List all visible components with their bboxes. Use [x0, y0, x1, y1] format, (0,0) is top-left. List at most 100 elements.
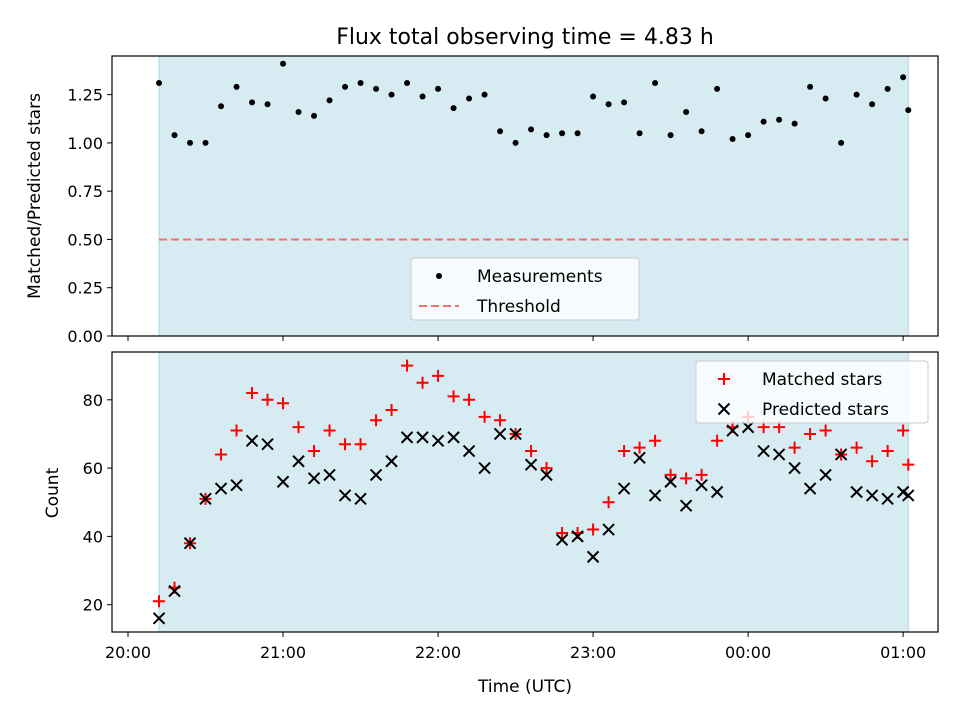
predicted-star-point [803, 482, 817, 495]
predicted-star-point [788, 461, 801, 475]
measurement-point [419, 93, 426, 100]
y-tick-label: 0.00 [67, 327, 103, 346]
matched-star-point [478, 410, 491, 423]
measurement-point [233, 83, 240, 90]
measurement-point [388, 91, 395, 98]
x-tick-label: 00:00 [725, 643, 771, 662]
y-tick-label: 1.25 [67, 86, 103, 105]
matched-star-point [292, 421, 305, 434]
y-tick-label: 0.75 [67, 182, 103, 201]
matched-star-point [540, 462, 553, 475]
x-tick-label: 20:00 [105, 643, 151, 662]
matched-star-point [556, 526, 569, 539]
measurement-point [605, 101, 612, 108]
x-tick-label: 21:00 [260, 643, 306, 662]
predicted-star-point [354, 492, 367, 506]
legend-marker-measurement [436, 273, 442, 279]
predicted-star-point [509, 427, 522, 441]
measurement-point [373, 85, 380, 92]
legend-box [695, 360, 929, 424]
predicted-star-point [462, 444, 476, 458]
measurement-point [714, 85, 721, 92]
matched-star-point [215, 448, 228, 461]
measurement-point [636, 130, 643, 137]
measurement-point [295, 109, 302, 115]
legend-box [410, 257, 640, 321]
predicted-star-point [369, 468, 383, 482]
measurement-point [466, 95, 473, 102]
legend: Matched stars Predicted stars [695, 360, 929, 424]
matched-star-point [804, 427, 817, 440]
x-tick-label: 22:00 [415, 643, 461, 662]
matched-star-point [339, 438, 352, 451]
predicted-star-point [447, 431, 460, 444]
predicted-star-point [199, 492, 212, 506]
measurement-point [838, 139, 845, 146]
legend-label: Matched stars [762, 370, 882, 390]
legend-label: Threshold [476, 297, 561, 317]
predicted-star-point [493, 427, 507, 441]
measurement-point [776, 116, 783, 123]
matched-star-point [494, 414, 507, 427]
predicted-star-point [902, 489, 915, 502]
predicted-star-point [819, 468, 832, 482]
matched-star-point [881, 445, 894, 458]
measurement-point [791, 120, 798, 127]
predicted-star-point [710, 485, 724, 499]
predicted-star-point [571, 530, 584, 543]
measurement-point [435, 85, 442, 92]
y-tick-label: 1.00 [67, 134, 103, 153]
matched-star-point [695, 468, 708, 481]
x-tick-label: 23:00 [570, 643, 616, 662]
measurement-point [574, 130, 581, 137]
measurement-point [745, 132, 752, 139]
measurement-point [497, 128, 504, 135]
matched-star-point [711, 434, 724, 447]
axes-frame [111, 351, 939, 633]
predicted-star-point [152, 612, 166, 625]
matched-star-point [246, 386, 259, 399]
matched-star-point [401, 359, 414, 372]
predicted-star-point [416, 431, 429, 444]
predicted-star-point [540, 468, 553, 482]
measurement-point [621, 99, 628, 106]
matched-star-point [230, 424, 243, 437]
predicted-star-point [602, 523, 615, 536]
matched-star-point [463, 393, 476, 406]
measurement-point [729, 136, 736, 143]
predicted-star-point [183, 537, 197, 550]
legend-label: Measurements [477, 267, 603, 287]
matched-star-point [153, 595, 166, 608]
predicted-star-point [524, 458, 538, 471]
matched-star-point [261, 393, 274, 406]
measurement-point [698, 128, 705, 135]
measurement-point [249, 99, 256, 106]
predicted-star-point [245, 434, 259, 447]
matched-star-point [587, 523, 600, 536]
measurement-point [590, 93, 597, 100]
measurement-point [905, 107, 912, 114]
predicted-star-point [648, 489, 662, 502]
matched-star-point [819, 424, 832, 437]
measurement-point [156, 80, 163, 87]
measurement-point [481, 91, 488, 98]
measurement-point [450, 105, 457, 112]
measurement-point [187, 139, 194, 146]
chart-title: Flux total observing time = 4.83 h [336, 25, 714, 50]
bottom-panel: 20 40 60 80 20:00 21:00 22:00 23:00 00:00 01:00 Ma… [83, 351, 939, 662]
matched-star-point [850, 441, 863, 454]
predicted-star-point [865, 489, 879, 502]
measurement-point [667, 132, 674, 139]
matched-star-point [385, 404, 398, 417]
matched-star-point [354, 438, 367, 451]
predicted-star-point [850, 485, 863, 499]
top-y-axis-label: Matched/Predicted stars [25, 93, 45, 299]
y-tick-label: 60 [83, 459, 103, 478]
predicted-star-point [338, 489, 352, 502]
matched-star-point [902, 458, 915, 471]
matched-star-point [649, 434, 662, 447]
axes-frame [111, 55, 939, 337]
matched-star-point [602, 496, 615, 509]
predicted-star-point [400, 431, 414, 444]
